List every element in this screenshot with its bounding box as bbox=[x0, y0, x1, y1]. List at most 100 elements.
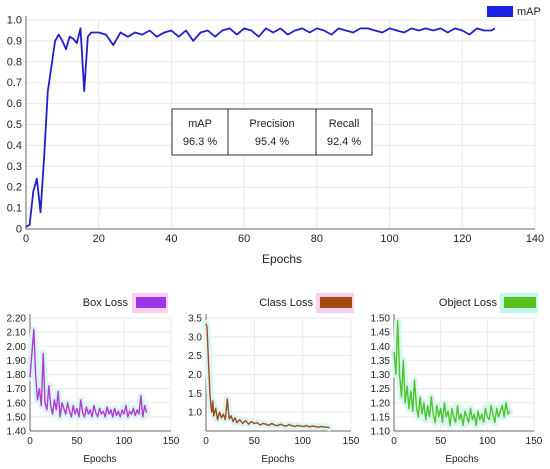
metrics-header-map: mAP bbox=[188, 118, 212, 130]
metrics-header-recall: Recall bbox=[329, 118, 360, 130]
metrics-value-recall: 92.4 % bbox=[327, 136, 361, 148]
box-x-tick-label: 100 bbox=[116, 436, 133, 447]
map-x-tick-label: 140 bbox=[526, 233, 544, 245]
object-y-tick-label: 1.25 bbox=[371, 384, 391, 395]
map-y-tick-label: 1.0 bbox=[7, 15, 22, 27]
map-x-axis-label: Epochs bbox=[262, 252, 302, 266]
class-x-tick-label: 100 bbox=[294, 436, 311, 447]
class-x-tick-label: 150 bbox=[343, 436, 360, 447]
box-y-tick-label: 2.10 bbox=[7, 328, 27, 339]
object-y-tick-label: 1.15 bbox=[371, 412, 391, 423]
map-y-tick-label: 0.7 bbox=[7, 77, 22, 89]
object-y-tick-label: 1.50 bbox=[371, 314, 391, 325]
box-x-tick-label: 50 bbox=[71, 436, 83, 447]
class-x-tick-label: 0 bbox=[203, 436, 209, 447]
class-loss-legend-swatch bbox=[320, 297, 352, 308]
map-series-line bbox=[25, 27, 496, 228]
map-x-tick-label: 20 bbox=[93, 233, 105, 245]
box-loss-x-axis-label: Epochs bbox=[83, 454, 116, 465]
object-y-tick-label: 1.30 bbox=[371, 370, 391, 381]
class-y-tick-label: 3.0 bbox=[188, 332, 202, 343]
object-y-tick-label: 1.45 bbox=[371, 328, 391, 339]
box-y-tick-label: 1.70 bbox=[7, 384, 27, 395]
metrics-value-map: 96.3 % bbox=[183, 136, 217, 148]
map-legend-swatch bbox=[487, 6, 513, 17]
box-y-tick-label: 1.60 bbox=[7, 398, 27, 409]
map-legend-label: mAP bbox=[517, 6, 541, 18]
map-x-tick-labels: 0 20 40 60 80 100 120 140 bbox=[23, 233, 544, 245]
box-y-tick-label: 2.00 bbox=[7, 342, 27, 353]
box-y-tick-label: 2.20 bbox=[7, 314, 27, 325]
map-y-tick-label: 0.5 bbox=[7, 119, 22, 131]
class-x-tick-label: 50 bbox=[249, 436, 261, 447]
object-x-tick-label: 100 bbox=[479, 436, 496, 447]
class-y-tick-label: 2.0 bbox=[188, 370, 202, 381]
box-y-tick-label: 1.40 bbox=[7, 427, 27, 438]
metrics-table: mAP Precision Recall 96.3 % 95.4 % 92.4 … bbox=[171, 108, 373, 156]
map-series bbox=[25, 27, 496, 228]
object-loss-legend-swatch bbox=[504, 297, 536, 308]
box-loss-y-tick-labels: 1.40 1.50 1.60 1.70 1.80 1.90 2.00 2.10 2.20 bbox=[7, 314, 27, 438]
box-y-tick-label: 1.90 bbox=[7, 356, 27, 367]
class-y-tick-label: 1.0 bbox=[188, 408, 202, 419]
class-y-tick-label: 3.5 bbox=[188, 314, 202, 325]
box-loss-series bbox=[26, 325, 151, 421]
box-loss-legend-swatch bbox=[136, 297, 166, 308]
class-loss-legend: Class Loss bbox=[259, 293, 354, 313]
box-y-tick-label: 1.50 bbox=[7, 412, 27, 423]
map-y-tick-label: 0.1 bbox=[7, 203, 22, 215]
map-y-tick-label: 0.4 bbox=[7, 140, 22, 152]
class-loss-series bbox=[202, 320, 334, 432]
object-x-tick-label: 150 bbox=[526, 436, 543, 447]
class-loss-x-axis-label: Epochs bbox=[261, 454, 294, 465]
metrics-header-precision: Precision bbox=[249, 118, 294, 130]
object-loss-series bbox=[390, 317, 514, 429]
object-loss-legend: Object Loss bbox=[439, 293, 538, 313]
box-loss-chart: 1.40 1.50 1.60 1.70 1.80 1.90 2.00 2.10 2.20 0 50… bbox=[7, 293, 180, 465]
class-loss-chart: 1.0 1.5 2.0 2.5 3.0 3.5 0 50 100 150 Epochs Clas… bbox=[188, 293, 360, 465]
object-loss-y-tick-labels: 1.10 1.15 1.20 1.25 1.30 1.35 1.40 1.45 1.50 bbox=[371, 314, 391, 438]
object-loss-legend-label: Object Loss bbox=[439, 297, 498, 309]
object-loss-x-tick-labels: 0 50 100 150 bbox=[391, 436, 543, 447]
metrics-table-frame bbox=[171, 108, 373, 156]
class-loss-legend-label: Class Loss bbox=[259, 297, 313, 309]
map-y-tick-labels: 0 0.1 0.2 0.3 0.4 0.5 0.6 0.7 0.8 0.9 1.0 bbox=[7, 15, 22, 236]
object-y-tick-label: 1.10 bbox=[371, 427, 391, 438]
map-x-tick-label: 40 bbox=[165, 233, 177, 245]
object-x-tick-label: 0 bbox=[391, 436, 397, 447]
map-y-tick-label: 0.8 bbox=[7, 56, 22, 68]
map-y-tick-label: 0.6 bbox=[7, 98, 22, 110]
map-chart: 0 0.1 0.2 0.3 0.4 0.5 0.6 0.7 0.8 0.9 1.0 0 20 40 60 8… bbox=[7, 6, 544, 266]
object-y-tick-label: 1.35 bbox=[371, 356, 391, 367]
map-x-tick-label: 80 bbox=[311, 233, 323, 245]
map-y-tick-label: 0.9 bbox=[7, 35, 22, 47]
box-loss-legend: Box Loss bbox=[83, 293, 168, 313]
object-loss-chart: 1.10 1.15 1.20 1.25 1.30 1.35 1.40 1.45 1.50 0 50… bbox=[371, 293, 543, 465]
object-series-line bbox=[393, 320, 511, 426]
object-loss-x-axis-label: Epochs bbox=[445, 454, 478, 465]
box-loss-x-tick-labels: 0 50 100 150 bbox=[27, 436, 180, 447]
object-y-tick-label: 1.40 bbox=[371, 342, 391, 353]
map-y-tick-label: 0.2 bbox=[7, 182, 22, 194]
box-x-tick-label: 0 bbox=[27, 436, 33, 447]
map-x-tick-label: 60 bbox=[238, 233, 250, 245]
box-y-tick-label: 1.80 bbox=[7, 370, 27, 381]
map-y-tick-label: 0.3 bbox=[7, 161, 22, 173]
metrics-value-precision: 95.4 % bbox=[255, 136, 289, 148]
object-y-tick-label: 1.20 bbox=[371, 398, 391, 409]
map-legend: mAP bbox=[487, 6, 541, 18]
box-series-line bbox=[29, 328, 148, 418]
box-x-tick-label: 150 bbox=[163, 436, 180, 447]
class-loss-y-tick-labels: 1.0 1.5 2.0 2.5 3.0 3.5 bbox=[188, 314, 202, 419]
map-y-tick-label: 0 bbox=[16, 224, 22, 236]
object-x-tick-label: 50 bbox=[435, 436, 447, 447]
class-series-line bbox=[205, 323, 330, 429]
map-x-tick-label: 120 bbox=[453, 233, 471, 245]
box-loss-legend-label: Box Loss bbox=[83, 297, 129, 309]
class-loss-x-tick-labels: 0 50 100 150 bbox=[203, 436, 360, 447]
map-x-tick-label: 0 bbox=[23, 233, 29, 245]
class-y-tick-label: 1.5 bbox=[188, 389, 202, 400]
map-x-tick-label: 100 bbox=[380, 233, 398, 245]
